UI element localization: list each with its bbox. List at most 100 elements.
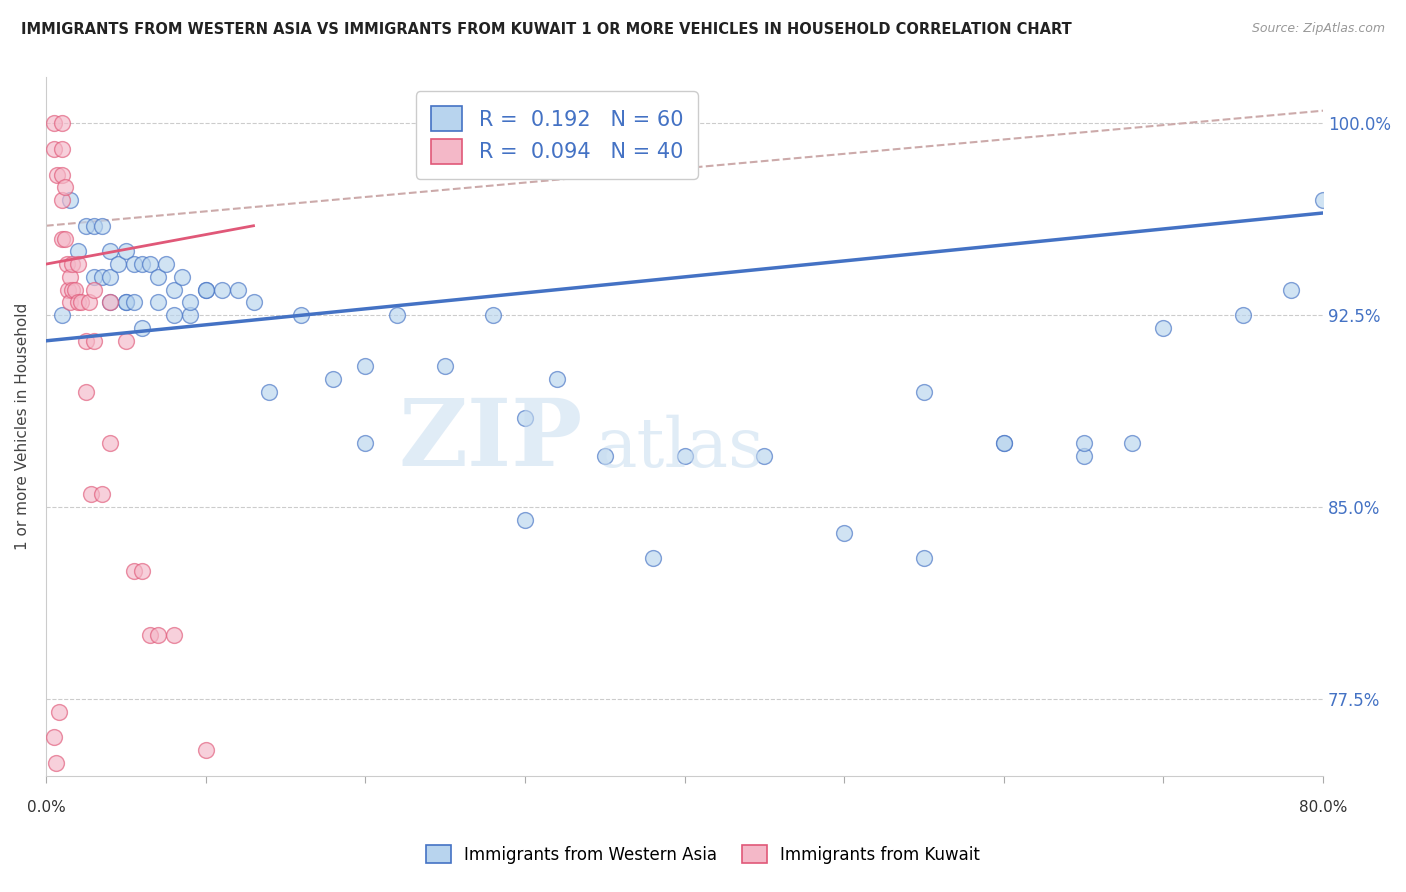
Point [194, 283, 217, 297]
Point [912, 384, 935, 399]
Point [131, 564, 153, 578]
Point [83, 219, 105, 233]
Point [42, 142, 65, 156]
Point [51, 308, 73, 322]
Point [434, 359, 457, 374]
Point [1153, 321, 1175, 335]
Point [48, 705, 70, 719]
Point [98, 244, 121, 259]
Point [45, 756, 67, 770]
Point [131, 257, 153, 271]
Point [170, 269, 193, 284]
Point [42, 116, 65, 130]
Point [83, 334, 105, 348]
Point [58, 283, 80, 297]
Y-axis label: 1 or more Vehicles in Household: 1 or more Vehicles in Household [15, 303, 30, 550]
Point [114, 295, 136, 310]
Point [90, 487, 112, 501]
Point [98, 295, 121, 310]
Point [63, 283, 86, 297]
Text: ZIP: ZIP [398, 395, 582, 485]
Point [70, 295, 93, 310]
Point [832, 525, 855, 540]
Point [211, 283, 233, 297]
Text: 0.0%: 0.0% [27, 800, 65, 815]
Point [1073, 449, 1095, 463]
Point [46, 168, 69, 182]
Point [98, 436, 121, 450]
Point [179, 308, 201, 322]
Point [83, 283, 105, 297]
Point [51, 231, 73, 245]
Legend: R =  0.192   N = 60, R =  0.094   N = 40: R = 0.192 N = 60, R = 0.094 N = 40 [416, 91, 697, 178]
Point [513, 410, 536, 425]
Point [146, 269, 169, 284]
Point [641, 551, 664, 566]
Point [226, 781, 249, 796]
Point [322, 372, 344, 386]
Point [66, 295, 89, 310]
Text: 80.0%: 80.0% [1299, 800, 1347, 815]
Point [993, 436, 1015, 450]
Point [75, 219, 97, 233]
Point [51, 116, 73, 130]
Point [242, 295, 264, 310]
Point [122, 564, 145, 578]
Text: IMMIGRANTS FROM WESTERN ASIA VS IMMIGRANTS FROM KUWAIT 1 OR MORE VEHICLES IN HOU: IMMIGRANTS FROM WESTERN ASIA VS IMMIGRAN… [21, 22, 1071, 37]
Point [354, 359, 377, 374]
Point [354, 436, 377, 450]
Point [139, 257, 162, 271]
Point [66, 257, 89, 271]
Point [60, 283, 83, 297]
Text: atlas: atlas [595, 414, 763, 481]
Point [513, 513, 536, 527]
Point [66, 244, 89, 259]
Point [1312, 193, 1334, 207]
Point [546, 372, 568, 386]
Point [194, 743, 217, 757]
Point [155, 257, 177, 271]
Point [673, 449, 696, 463]
Point [226, 283, 249, 297]
Point [83, 269, 105, 284]
Point [98, 295, 121, 310]
Point [146, 295, 169, 310]
Point [59, 193, 82, 207]
Point [98, 269, 121, 284]
Point [75, 334, 97, 348]
Point [259, 384, 281, 399]
Point [107, 257, 129, 271]
Point [53, 180, 76, 194]
Point [51, 168, 73, 182]
Point [993, 436, 1015, 450]
Point [131, 321, 153, 335]
Point [59, 295, 82, 310]
Point [1121, 436, 1143, 450]
Legend: Immigrants from Western Asia, Immigrants from Kuwait: Immigrants from Western Asia, Immigrants… [419, 838, 987, 871]
Point [90, 219, 112, 233]
Point [122, 295, 145, 310]
Point [55, 257, 77, 271]
Point [754, 449, 776, 463]
Point [53, 231, 76, 245]
Point [163, 628, 186, 642]
Point [194, 283, 217, 297]
Point [139, 628, 162, 642]
Point [482, 308, 505, 322]
Point [1073, 436, 1095, 450]
Point [163, 308, 186, 322]
Point [146, 628, 169, 642]
Point [179, 295, 201, 310]
Point [114, 244, 136, 259]
Point [1279, 283, 1302, 297]
Point [60, 257, 83, 271]
Point [114, 295, 136, 310]
Point [163, 283, 186, 297]
Point [75, 384, 97, 399]
Point [79, 487, 101, 501]
Point [51, 193, 73, 207]
Point [593, 449, 616, 463]
Point [90, 269, 112, 284]
Point [912, 551, 935, 566]
Point [122, 257, 145, 271]
